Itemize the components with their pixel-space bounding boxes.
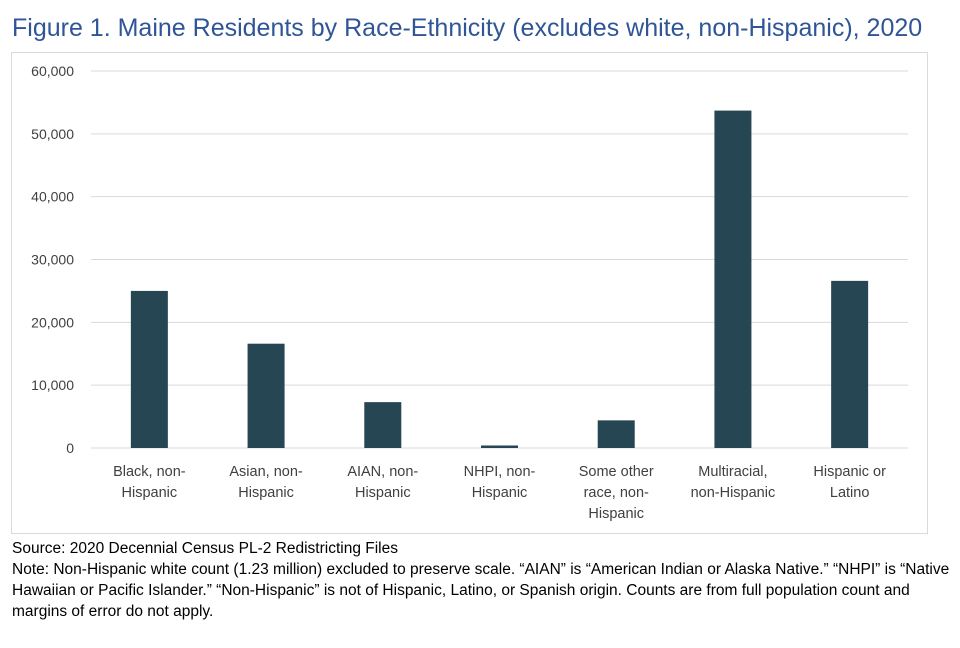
x-category-label-line: NHPI, non-: [464, 464, 536, 480]
x-category-label-line: Hispanic: [238, 485, 294, 501]
gridlines: [91, 70, 908, 449]
y-tick-label: 60,000: [31, 63, 74, 79]
x-category-label: Hispanic or Latino: [813, 464, 886, 501]
x-category-label-line: Black, non-: [113, 464, 186, 480]
x-category-label-line: AIAN, non-: [347, 464, 418, 480]
x-category-label-line: non-Hispanic: [691, 485, 776, 501]
x-category-label-line: Hispanic: [122, 485, 178, 501]
x-category-label-line: Asian, non-: [229, 464, 303, 480]
x-category-label-line: Hispanic or: [813, 464, 886, 480]
x-category-label-line: Hispanic: [355, 485, 411, 501]
x-category-label-line: Hispanic: [472, 485, 528, 501]
source-note: Source: 2020 Decennial Census PL-2 Redis…: [12, 540, 398, 557]
y-axis-ticks: 0 10,000 20,000 30,000 40,000 50,000 60,000: [31, 63, 74, 456]
y-tick-label: 40,000: [31, 189, 74, 205]
x-category-label: Some other race, non- Hispanic: [579, 464, 654, 522]
y-tick-label: 20,000: [31, 314, 74, 330]
bar: [364, 402, 402, 448]
footnotes: Source: 2020 Decennial Census PL-2 Redis…: [12, 538, 952, 622]
chart-title: Figure 1. Maine Residents by Race-Ethnic…: [12, 14, 923, 42]
bar: [481, 445, 518, 448]
x-category-label-line: race, non-: [584, 485, 649, 501]
y-tick-label: 30,000: [31, 252, 74, 268]
bar-chart: 0 10,000 20,000 30,000 40,000 50,000 60,000 Bl…: [31, 63, 908, 522]
bar: [130, 290, 168, 448]
bar: [597, 420, 635, 448]
x-category-label: Black, non- Hispanic: [113, 464, 186, 501]
y-tick-label: 50,000: [31, 126, 74, 142]
bar: [831, 280, 869, 448]
chart-area: 0 10,000 20,000 30,000 40,000 50,000 60,000 Bl…: [11, 52, 928, 534]
bars: [130, 110, 869, 449]
methodology-note: Note: Non-Hispanic white count (1.23 mil…: [12, 561, 950, 620]
x-category-label-line: Some other: [579, 464, 654, 480]
x-category-label: AIAN, non- Hispanic: [347, 464, 418, 501]
x-category-label: Multiracial, non-Hispanic: [691, 464, 776, 501]
x-category-label-line: Hispanic: [588, 506, 644, 522]
x-category-label-line: Multiracial,: [698, 464, 767, 480]
y-tick-label: 10,000: [31, 377, 74, 393]
x-category-label-line: Latino: [830, 485, 870, 501]
x-category-label: Asian, non- Hispanic: [229, 464, 303, 501]
x-category-label: NHPI, non- Hispanic: [464, 464, 536, 501]
bar: [714, 110, 752, 449]
y-tick-label: 0: [66, 440, 74, 456]
bar: [247, 343, 285, 448]
